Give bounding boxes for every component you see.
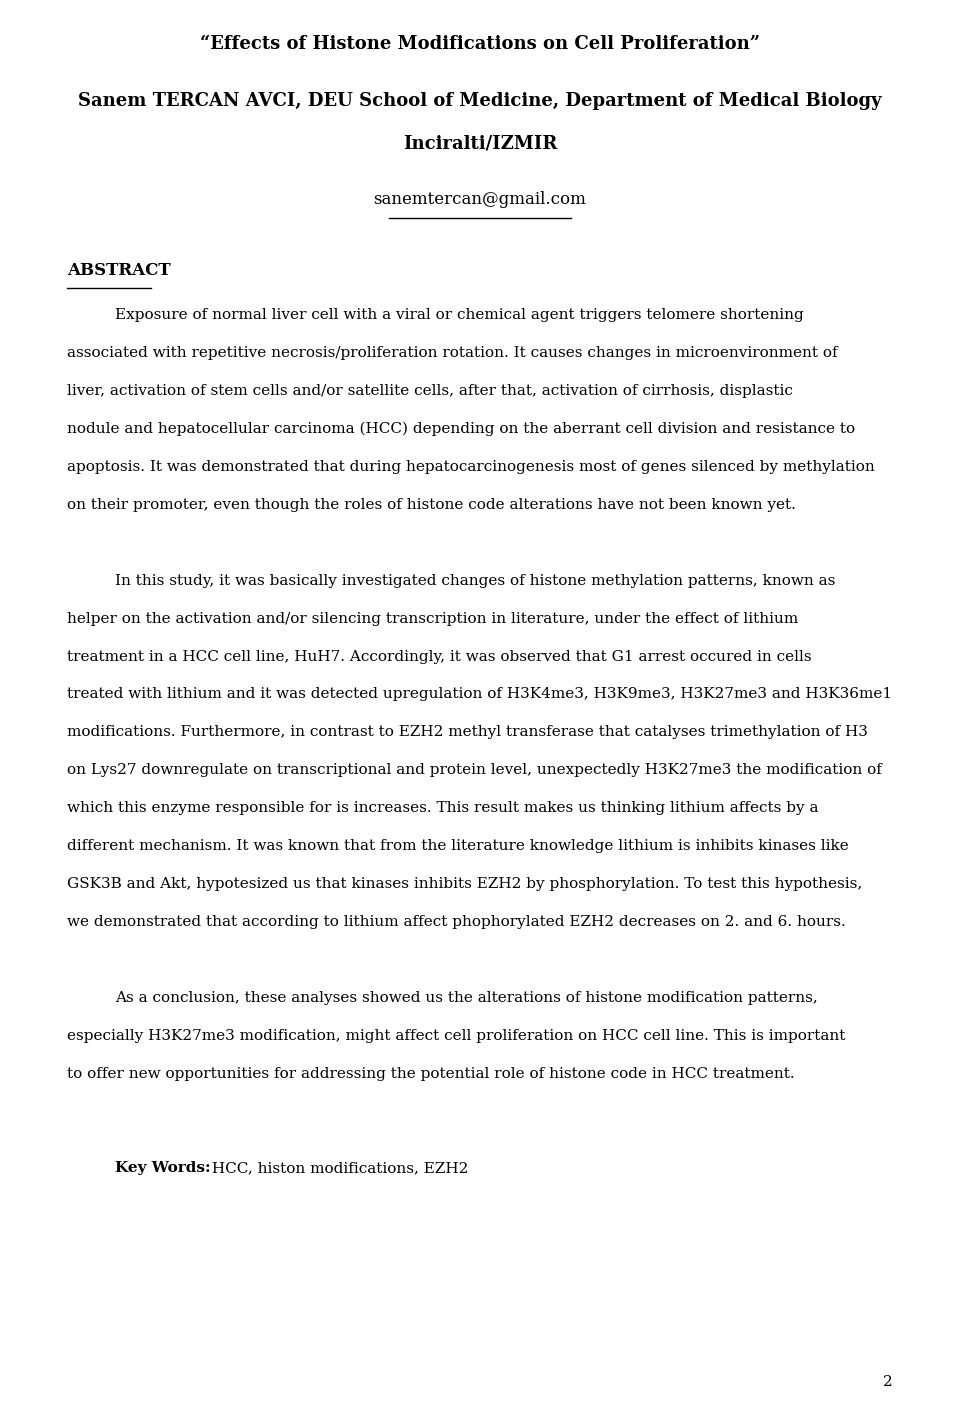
Text: In this study, it was basically investigated changes of histone methylation patt: In this study, it was basically investig…	[115, 574, 835, 588]
Text: As a conclusion, these analyses showed us the alterations of histone modificatio: As a conclusion, these analyses showed u…	[115, 991, 818, 1005]
Text: treatment in a HCC cell line, HuH7. Accordingly, it was observed that G1 arrest : treatment in a HCC cell line, HuH7. Acco…	[67, 649, 812, 663]
Text: Exposure of normal liver cell with a viral or chemical agent triggers telomere s: Exposure of normal liver cell with a vir…	[115, 308, 804, 322]
Text: different mechanism. It was known that from the literature knowledge lithium is : different mechanism. It was known that f…	[67, 839, 849, 853]
Text: modifications. Furthermore, in contrast to EZH2 methyl transferase that catalyse: modifications. Furthermore, in contrast …	[67, 725, 868, 740]
Text: sanemtercan@gmail.com: sanemtercan@gmail.com	[373, 191, 587, 208]
Text: which this enzyme responsible for is increases. This result makes us thinking li: which this enzyme responsible for is inc…	[67, 802, 819, 816]
Text: Key Words:: Key Words:	[115, 1161, 211, 1175]
Text: especially H3K27me3 modification, might affect cell proliferation on HCC cell li: especially H3K27me3 modification, might …	[67, 1029, 846, 1044]
Text: associated with repetitive necrosis/proliferation rotation. It causes changes in: associated with repetitive necrosis/prol…	[67, 346, 838, 361]
Text: we demonstrated that according to lithium affect phophorylated EZH2 decreases on: we demonstrated that according to lithiu…	[67, 915, 846, 929]
Text: treated with lithium and it was detected upregulation of H3K4me3, H3K9me3, H3K27: treated with lithium and it was detected…	[67, 687, 893, 701]
Text: Inciralti/IZMIR: Inciralti/IZMIR	[403, 134, 557, 153]
Text: HCC, histon modifications, EZH2: HCC, histon modifications, EZH2	[206, 1161, 468, 1175]
Text: apoptosis. It was demonstrated that during hepatocarcinogenesis most of genes si: apoptosis. It was demonstrated that duri…	[67, 460, 875, 474]
Text: GSK3B and Akt, hypotesized us that kinases inhibits EZH2 by phosphorylation. To : GSK3B and Akt, hypotesized us that kinas…	[67, 877, 862, 891]
Text: to offer new opportunities for addressing the potential role of histone code in : to offer new opportunities for addressin…	[67, 1066, 795, 1080]
Text: nodule and hepatocellular carcinoma (HCC) depending on the aberrant cell divisio: nodule and hepatocellular carcinoma (HCC…	[67, 421, 855, 437]
Text: ABSTRACT: ABSTRACT	[67, 262, 171, 279]
Text: helper on the activation and/or silencing transcription in literature, under the: helper on the activation and/or silencin…	[67, 612, 799, 626]
Text: Sanem TERCAN AVCI, DEU School of Medicine, Department of Medical Biology: Sanem TERCAN AVCI, DEU School of Medicin…	[78, 92, 882, 110]
Text: liver, activation of stem cells and/or satellite cells, after that, activation o: liver, activation of stem cells and/or s…	[67, 385, 793, 399]
Text: “Effects of Histone Modifications on Cell Proliferation”: “Effects of Histone Modifications on Cel…	[200, 35, 760, 54]
Text: on their promoter, even though the roles of histone code alterations have not be: on their promoter, even though the roles…	[67, 498, 796, 512]
Text: on Lys27 downregulate on transcriptional and protein level, unexpectedly H3K27me: on Lys27 downregulate on transcriptional…	[67, 764, 882, 778]
Text: 2: 2	[883, 1374, 893, 1389]
